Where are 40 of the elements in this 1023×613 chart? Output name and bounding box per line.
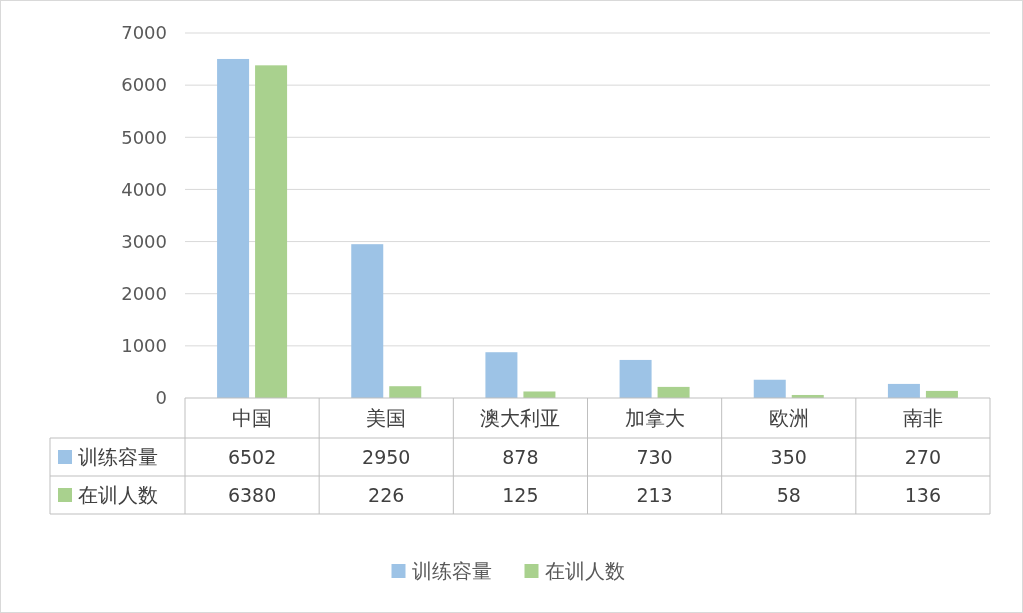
y-tick-label: 7000 bbox=[121, 22, 167, 44]
data-label: 6380 bbox=[227, 483, 277, 506]
y-tick-label: 4000 bbox=[121, 178, 167, 200]
bar bbox=[657, 386, 690, 398]
data-label: 125 bbox=[502, 483, 539, 506]
bar bbox=[887, 383, 920, 398]
x-tick-label: 中国 bbox=[232, 406, 273, 430]
y-tick-label: 2000 bbox=[121, 283, 167, 305]
text: 在训人数 bbox=[544, 559, 625, 583]
data-label: 226 bbox=[368, 483, 405, 506]
bar bbox=[351, 244, 384, 398]
y-tick-label: 0 bbox=[155, 387, 167, 409]
data-label: 136 bbox=[904, 483, 942, 506]
x-tick-label: 南非 bbox=[902, 406, 943, 430]
data-label: 878 bbox=[502, 445, 539, 468]
y-tick-label: 6000 bbox=[121, 74, 167, 96]
bar bbox=[753, 379, 786, 398]
x-tick-label: 加拿大 bbox=[624, 406, 685, 430]
data-label: 58 bbox=[776, 483, 801, 506]
bar bbox=[255, 65, 288, 398]
data-label: 730 bbox=[636, 445, 673, 468]
data-label: 350 bbox=[770, 445, 807, 468]
bar bbox=[389, 386, 422, 398]
bar bbox=[217, 58, 250, 398]
x-tick-label: 欧洲 bbox=[768, 406, 809, 430]
y-tick-label: 5000 bbox=[121, 126, 167, 148]
y-tick-label: 1000 bbox=[121, 335, 167, 357]
legend-label: 在训人数 bbox=[78, 483, 158, 507]
bar bbox=[619, 359, 652, 398]
x-tick-label: 美国 bbox=[366, 406, 407, 430]
bar bbox=[523, 391, 556, 398]
y-tick-label: 3000 bbox=[121, 230, 167, 252]
legend-label: 训练容量 bbox=[78, 445, 158, 469]
data-label: 6502 bbox=[227, 445, 277, 468]
text: 训练容量 bbox=[411, 559, 492, 583]
bar bbox=[485, 352, 518, 398]
data-label: 2950 bbox=[362, 445, 411, 468]
data-label: 213 bbox=[636, 483, 673, 506]
x-tick-label: 澳大利亚 bbox=[480, 406, 561, 430]
data-label: 270 bbox=[904, 445, 942, 468]
